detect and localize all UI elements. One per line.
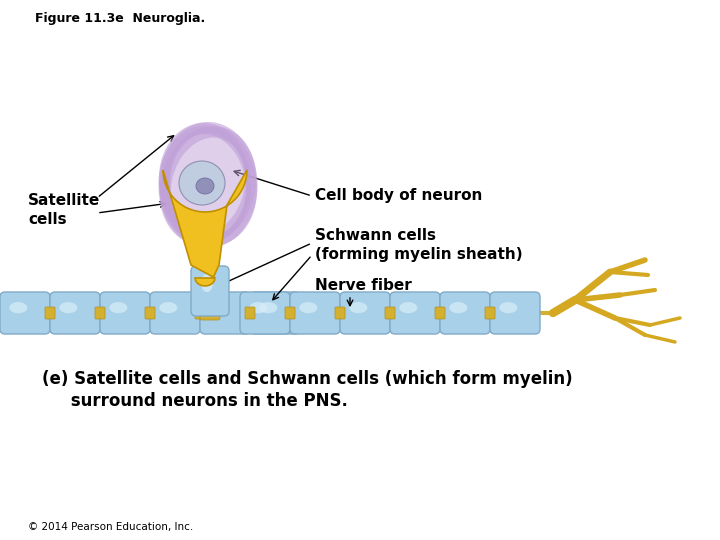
FancyBboxPatch shape bbox=[100, 292, 150, 334]
Ellipse shape bbox=[109, 302, 127, 313]
Ellipse shape bbox=[196, 178, 214, 194]
FancyBboxPatch shape bbox=[290, 292, 340, 334]
Ellipse shape bbox=[300, 302, 318, 313]
FancyBboxPatch shape bbox=[335, 307, 345, 319]
Text: Schwann cells
(forming myelin sheath): Schwann cells (forming myelin sheath) bbox=[315, 228, 523, 261]
PathPatch shape bbox=[163, 170, 247, 286]
Text: © 2014 Pearson Education, Inc.: © 2014 Pearson Education, Inc. bbox=[28, 522, 193, 532]
FancyBboxPatch shape bbox=[145, 307, 155, 319]
FancyBboxPatch shape bbox=[390, 292, 440, 334]
Ellipse shape bbox=[9, 302, 27, 313]
FancyBboxPatch shape bbox=[150, 292, 200, 334]
FancyBboxPatch shape bbox=[45, 307, 55, 319]
Ellipse shape bbox=[159, 302, 177, 313]
Ellipse shape bbox=[400, 302, 418, 313]
Ellipse shape bbox=[210, 302, 228, 313]
FancyBboxPatch shape bbox=[195, 307, 205, 319]
Ellipse shape bbox=[201, 274, 213, 292]
Text: Satellite
cells: Satellite cells bbox=[28, 193, 100, 227]
Ellipse shape bbox=[159, 125, 251, 245]
Text: Nerve fiber: Nerve fiber bbox=[315, 278, 412, 293]
FancyBboxPatch shape bbox=[340, 292, 390, 334]
Ellipse shape bbox=[449, 302, 467, 313]
FancyBboxPatch shape bbox=[200, 292, 250, 334]
FancyBboxPatch shape bbox=[50, 292, 100, 334]
Ellipse shape bbox=[59, 302, 77, 313]
FancyBboxPatch shape bbox=[440, 292, 490, 334]
Text: surround neurons in the PNS.: surround neurons in the PNS. bbox=[42, 392, 348, 410]
Text: Cell body of neuron: Cell body of neuron bbox=[315, 188, 482, 203]
Ellipse shape bbox=[500, 302, 518, 313]
Text: (e) Satellite cells and Schwann cells (which form myelin): (e) Satellite cells and Schwann cells (w… bbox=[42, 370, 572, 388]
FancyBboxPatch shape bbox=[385, 307, 395, 319]
Ellipse shape bbox=[259, 302, 277, 313]
Ellipse shape bbox=[249, 302, 267, 313]
FancyBboxPatch shape bbox=[490, 292, 540, 334]
FancyBboxPatch shape bbox=[95, 307, 105, 319]
FancyBboxPatch shape bbox=[240, 292, 290, 334]
FancyBboxPatch shape bbox=[435, 307, 445, 319]
FancyBboxPatch shape bbox=[200, 306, 220, 320]
FancyBboxPatch shape bbox=[250, 292, 300, 334]
Text: Figure 11.3e  Neuroglia.: Figure 11.3e Neuroglia. bbox=[35, 12, 205, 25]
FancyBboxPatch shape bbox=[245, 307, 255, 319]
FancyBboxPatch shape bbox=[485, 307, 495, 319]
Ellipse shape bbox=[349, 302, 367, 313]
Ellipse shape bbox=[179, 161, 225, 205]
FancyBboxPatch shape bbox=[285, 307, 295, 319]
FancyBboxPatch shape bbox=[191, 266, 229, 316]
FancyBboxPatch shape bbox=[0, 292, 50, 334]
